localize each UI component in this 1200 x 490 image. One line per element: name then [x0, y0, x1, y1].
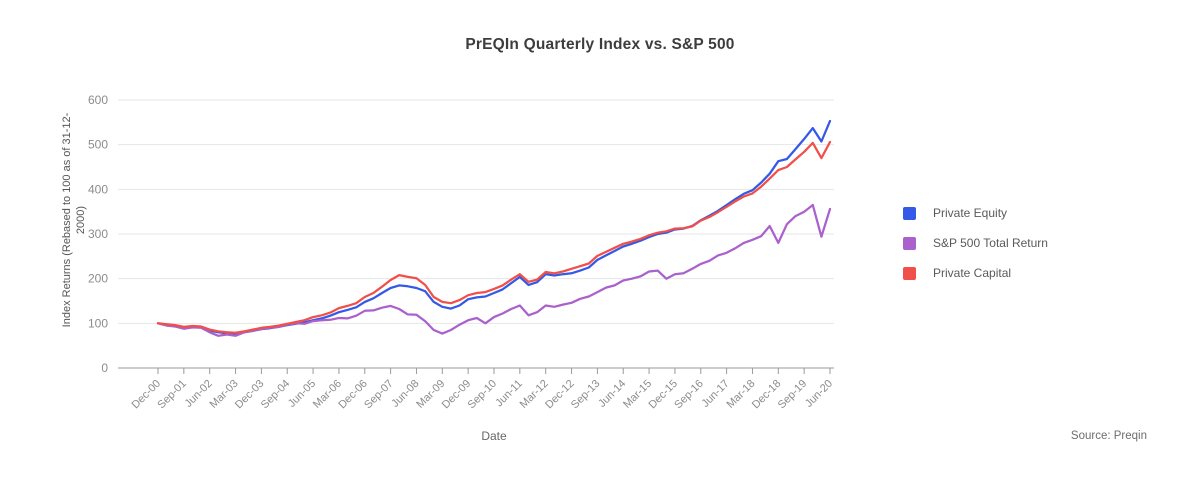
x-tick-label: Sep-07 — [362, 378, 396, 412]
legend-item-sp500-total-return[interactable]: S&P 500 Total Return — [903, 236, 1048, 250]
y-tick-label: 200 — [88, 272, 108, 286]
y-tick-label: 500 — [88, 138, 108, 152]
legend-swatch-private-equity — [903, 206, 916, 220]
y-axis-title: Index Returns (Rebased to 100 as of 31-1… — [61, 112, 87, 328]
x-tick-label: Sep-19 — [776, 378, 810, 412]
chart-title: PrEQIn Quarterly Index vs. S&P 500 — [465, 36, 735, 53]
x-tick-label: Sep-04 — [259, 378, 293, 412]
series-line-1[interactable] — [156, 203, 832, 337]
y-tick-label: 600 — [88, 93, 108, 107]
y-tick-label: 100 — [88, 316, 108, 330]
legend-item-private-capital[interactable]: Private Capital — [903, 266, 1048, 280]
x-tick-label: Jun-20 — [803, 378, 835, 410]
y-tick-label: 300 — [88, 227, 108, 241]
legend-label: Private Equity — [933, 206, 1008, 220]
legend-label: Private Capital — [933, 266, 1012, 280]
series-line-2[interactable] — [156, 140, 832, 334]
x-axis-title: Date — [481, 429, 507, 443]
source-credit: Source: Preqin — [1070, 430, 1147, 442]
legend-item-private-equity[interactable]: Private Equity — [903, 206, 1048, 220]
series-line-0[interactable] — [156, 119, 832, 335]
legend-swatch-sp500-total-return — [903, 236, 916, 250]
y-tick-label: 0 — [101, 361, 108, 375]
legend-label: S&P 500 Total Return — [933, 236, 1048, 250]
x-tick-label: Sep-10 — [466, 378, 500, 412]
x-tick-label: Sep-13 — [569, 378, 603, 412]
x-tick-label: Sep-01 — [155, 378, 189, 412]
y-tick-label: 400 — [88, 182, 108, 196]
x-tick-label: Sep-16 — [672, 378, 706, 412]
legend-swatch-private-capital — [903, 266, 916, 280]
legend: Private Equity S&P 500 Total Return Priv… — [903, 206, 1048, 296]
